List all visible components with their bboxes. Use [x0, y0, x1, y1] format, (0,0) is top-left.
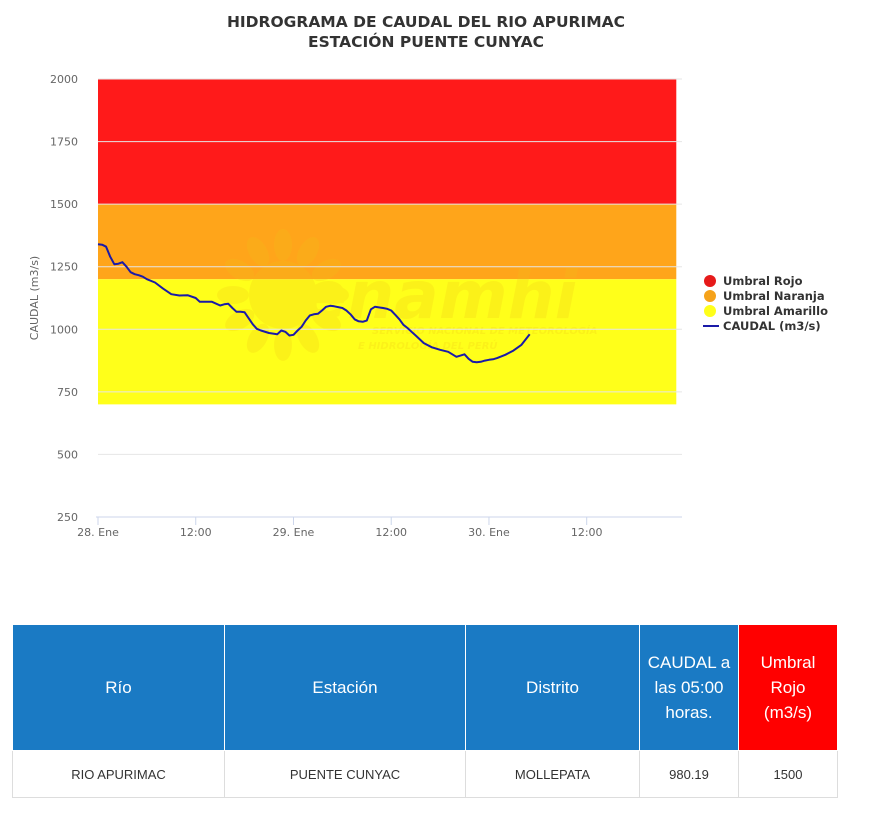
header-estacion: Estación — [224, 624, 466, 751]
cell-caudal: 980.19 — [639, 750, 739, 798]
sun-ray — [311, 258, 341, 282]
cell-rio: RIO APURIMAC — [12, 750, 225, 798]
y-tick-label: 1250 — [50, 261, 78, 274]
legend-label: Umbral Rojo — [723, 273, 803, 288]
x-tick-label: 30. Ene — [468, 526, 510, 539]
sun-ray — [317, 286, 349, 304]
y-tick-label: 250 — [57, 511, 78, 524]
y-axis: 2000 1750 1500 1250 1000 750 500 250 — [50, 73, 78, 524]
cell-umbral-rojo: 1500 — [738, 750, 838, 798]
y-axis-title: CAUDAL (m3/s) — [28, 256, 41, 340]
chart-title: HIDROGRAMA DE CAUDAL DEL RIO APURIMAC ES… — [0, 12, 852, 52]
legend-item[interactable]: Umbral Amarillo — [703, 303, 828, 318]
x-tick-label: 12:00 — [180, 526, 212, 539]
x-tick-label: 29. Ene — [273, 526, 315, 539]
sun-ray — [246, 237, 270, 267]
header-distrito: Distrito — [465, 624, 640, 751]
sun-ray — [296, 323, 320, 353]
legend-label: CAUDAL (m3/s) — [723, 318, 821, 333]
table-header-row: Río Estación Distrito CAUDAL a las 05:00… — [12, 624, 838, 751]
sun-ray — [311, 308, 341, 332]
band-umbral-amarillo — [98, 279, 677, 405]
legend-item[interactable]: CAUDAL (m3/s) — [703, 318, 828, 333]
cell-distrito: MOLLEPATA — [465, 750, 640, 798]
sun-ray — [217, 286, 249, 304]
legend-item[interactable]: Umbral Rojo — [703, 273, 828, 288]
x-axis: 28. Ene 12:00 29. Ene 12:00 30. Ene 12:00 — [77, 516, 682, 539]
sun-logo — [217, 229, 349, 361]
x-tick-label: 12:00 — [375, 526, 407, 539]
legend-line-symbol — [703, 324, 719, 327]
watermark-brand: Senamhi — [255, 257, 579, 334]
header-caudal: CAUDAL a las 05:00 horas. — [639, 624, 739, 751]
legend-dot-symbol — [704, 304, 716, 317]
chart-title-line-1: HIDROGRAMA DE CAUDAL DEL RIO APURIMAC — [226, 13, 626, 31]
x-tick-label: 12:00 — [571, 526, 603, 539]
header-umbral-rojo: Umbral Rojo (m3/s) — [738, 624, 838, 751]
legend-label: Umbral Amarillo — [723, 303, 828, 318]
chart-container: HIDROGRAMA DE CAUDAL DEL RIO APURIMAC ES… — [0, 12, 852, 539]
legend-dot-symbol — [704, 274, 716, 287]
threshold-bands — [98, 79, 677, 405]
table-row: RIO APURIMAC PUENTE CUNYAC MOLLEPATA 980… — [12, 750, 838, 798]
sun-ray — [296, 237, 320, 267]
y-tick-label: 750 — [57, 386, 78, 399]
legend-item[interactable]: Umbral Naranja — [703, 288, 828, 303]
x-tick-label: 28. Ene — [77, 526, 119, 539]
sun-ray — [274, 329, 292, 361]
hydrograph-chart: Senamhi SERVICIO NACIONAL DE METEOROLOGÍ… — [28, 73, 682, 539]
series-layer — [97, 243, 531, 364]
series-caudal-line — [97, 243, 531, 364]
legend-dot-symbol — [704, 289, 716, 302]
chart-legend: Umbral Rojo Umbral Naranja Umbral Amarillo… — [703, 273, 828, 333]
sun-ray — [225, 258, 255, 282]
y-tick-label: 500 — [57, 448, 78, 461]
cell-estacion: PUENTE CUNYAC — [224, 750, 466, 798]
legend-label: Umbral Naranja — [723, 288, 825, 303]
y-tick-label: 2000 — [50, 73, 78, 86]
chart-title-line-2: ESTACIÓN PUENTE CUNYAC — [308, 33, 544, 51]
header-rio: Río — [12, 624, 225, 751]
watermark-line-1: SERVICIO NACIONAL DE METEOROLOGÍA — [372, 324, 598, 337]
y-tick-label: 1000 — [50, 323, 78, 336]
y-tick-label: 1500 — [50, 198, 78, 211]
y-tick-label: 1750 — [50, 136, 78, 149]
river-status-table: Río Estación Distrito CAUDAL a las 05:00… — [12, 624, 838, 798]
sun-ray — [274, 229, 292, 261]
